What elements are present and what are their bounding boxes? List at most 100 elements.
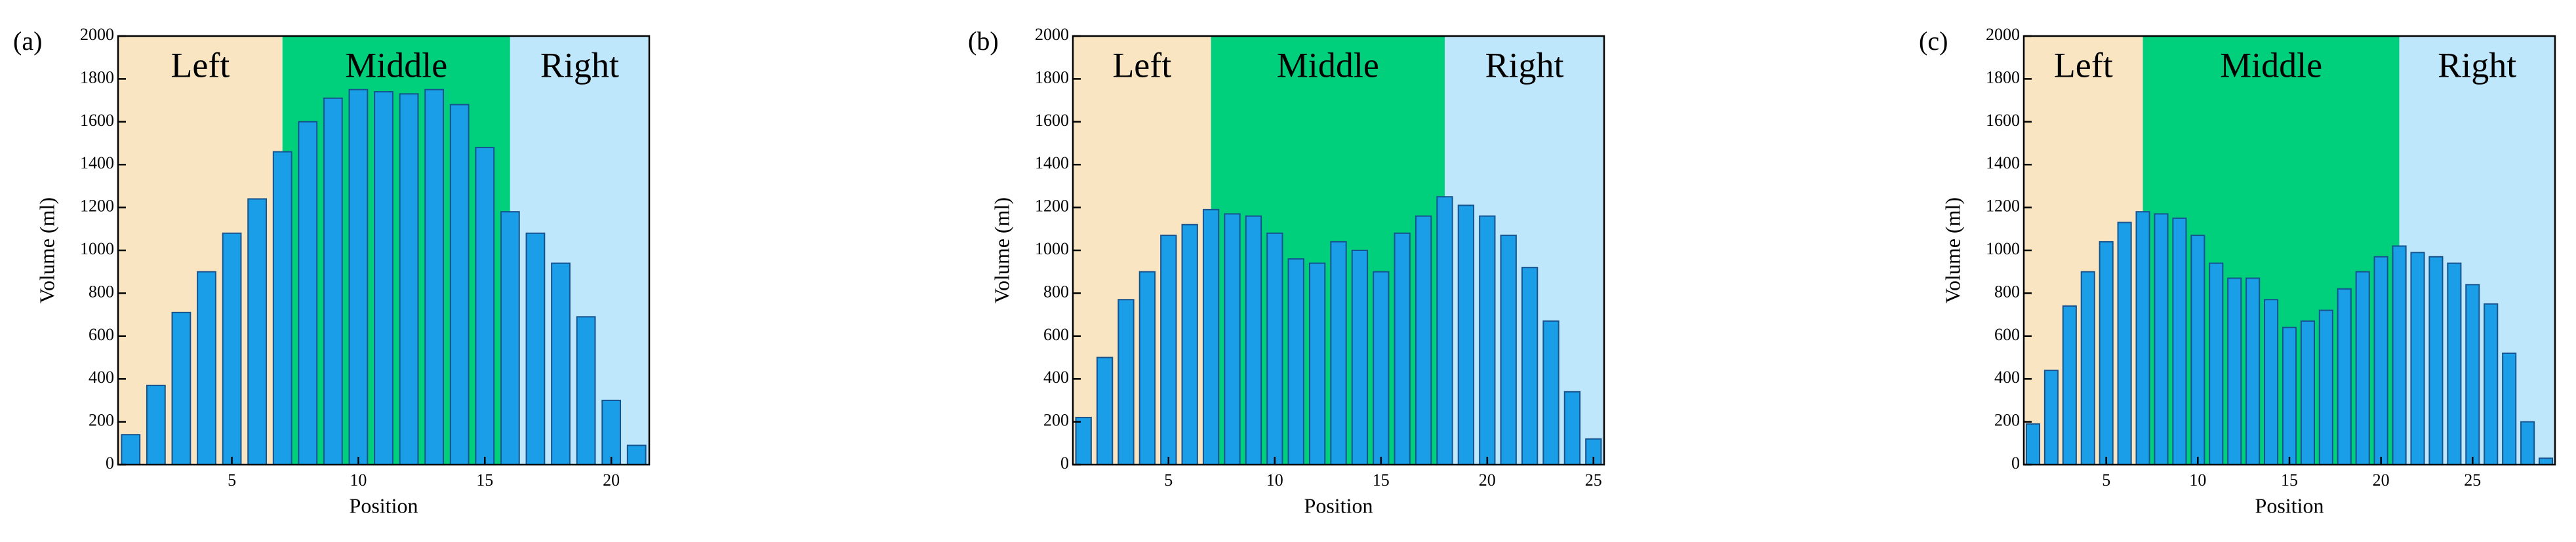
bar <box>2520 421 2535 465</box>
bar <box>1521 267 1539 465</box>
region-label: Left <box>2054 45 2113 85</box>
bar <box>298 121 318 466</box>
y-tick-label: 600 <box>89 325 114 344</box>
y-axis-label: Volume (ml) <box>990 197 1013 303</box>
bar <box>1373 271 1390 465</box>
x-tick-label: 25 <box>2464 471 2481 490</box>
y-tick-label: 800 <box>89 282 114 301</box>
region-band <box>282 36 510 465</box>
x-tick-label: 5 <box>2102 471 2110 490</box>
panel-label: (a) <box>13 26 42 56</box>
region-label: Left <box>171 45 230 85</box>
y-tick-label: 1000 <box>1035 239 1069 258</box>
bar <box>1138 271 1156 465</box>
bar <box>171 311 191 465</box>
bar <box>222 232 242 465</box>
y-tick-label: 1200 <box>1986 197 2020 216</box>
x-tick-label: 10 <box>1266 471 1283 490</box>
y-tick-label: 600 <box>1994 325 2020 344</box>
bar <box>2282 326 2297 465</box>
bar <box>1202 208 1220 465</box>
y-tick-label: 200 <box>89 411 114 430</box>
bar <box>1500 235 1517 465</box>
y-tick-label: 1600 <box>1986 111 2020 130</box>
bar <box>601 399 622 466</box>
y-tick-label: 400 <box>1043 368 1069 387</box>
x-tick-label: 20 <box>1479 471 1496 490</box>
bar <box>1181 223 1198 465</box>
bar <box>2355 271 2370 465</box>
bar <box>2392 245 2407 465</box>
bar <box>1394 232 1411 465</box>
region-label: Right <box>2438 45 2516 85</box>
x-axis-label: Position <box>2255 494 2324 517</box>
region-label: Right <box>1485 45 1563 85</box>
bar <box>2135 211 2150 465</box>
y-tick-label: 600 <box>1043 325 1069 344</box>
y-tick-label: 1800 <box>1986 68 2020 87</box>
x-tick-label: 5 <box>228 471 236 490</box>
bar <box>525 232 546 465</box>
y-tick-label: 400 <box>89 368 114 387</box>
y-tick-label: 800 <box>1043 282 1069 301</box>
y-tick-label: 1600 <box>1035 111 1069 130</box>
bar <box>2245 277 2261 465</box>
panel-label: (c) <box>1919 26 1948 56</box>
y-tick-label: 0 <box>1060 454 1069 473</box>
bar <box>374 91 393 465</box>
region-label: Left <box>1112 45 1171 85</box>
y-tick-label: 1800 <box>1035 68 1069 87</box>
x-tick-label: 20 <box>603 471 620 490</box>
bar <box>247 198 268 465</box>
bar <box>2538 457 2554 466</box>
bar <box>2300 320 2315 465</box>
bar <box>1330 241 1347 465</box>
bar <box>2117 222 2132 465</box>
bar <box>2172 217 2187 465</box>
bar <box>121 434 141 465</box>
y-tick-label: 1600 <box>80 111 114 130</box>
y-tick-label: 800 <box>1994 282 2020 301</box>
y-tick-label: 2000 <box>80 25 114 44</box>
bar <box>475 147 495 465</box>
bar <box>2373 256 2388 465</box>
bar <box>1117 299 1135 465</box>
bar <box>2465 284 2480 465</box>
y-tick-label: 0 <box>106 454 114 473</box>
bar <box>197 271 216 465</box>
bar <box>424 88 445 465</box>
bar <box>626 444 647 466</box>
bar <box>551 262 571 465</box>
x-tick-label: 15 <box>2281 471 2298 490</box>
bar <box>2337 288 2352 465</box>
bar <box>576 316 596 465</box>
y-tick-label: 1400 <box>1986 153 2020 172</box>
bar <box>2062 305 2077 465</box>
bar <box>1224 213 1241 465</box>
bar <box>1287 258 1304 465</box>
y-tick-label: 400 <box>1994 368 2020 387</box>
x-tick-label: 20 <box>2373 471 2390 490</box>
bar <box>1479 215 1496 465</box>
y-tick-label: 1200 <box>80 197 114 216</box>
bar <box>399 93 419 466</box>
x-tick-label: 10 <box>350 471 367 490</box>
y-tick-label: 1000 <box>80 239 114 258</box>
bar <box>2190 235 2205 465</box>
bar <box>323 97 343 465</box>
x-tick-label: 15 <box>1373 471 1390 490</box>
bar <box>2502 352 2517 466</box>
bar <box>146 385 166 466</box>
region-label: Right <box>540 45 619 85</box>
x-tick-label: 10 <box>2189 471 2206 490</box>
bar <box>1096 357 1114 465</box>
region-label: Middle <box>1277 45 1379 85</box>
y-tick-label: 1000 <box>1986 239 2020 258</box>
bar <box>1563 391 1581 466</box>
bar <box>1160 235 1177 465</box>
y-tick-label: 0 <box>2011 454 2020 473</box>
bar <box>2227 277 2242 465</box>
bar <box>1245 215 1262 465</box>
bar <box>1351 250 1369 465</box>
